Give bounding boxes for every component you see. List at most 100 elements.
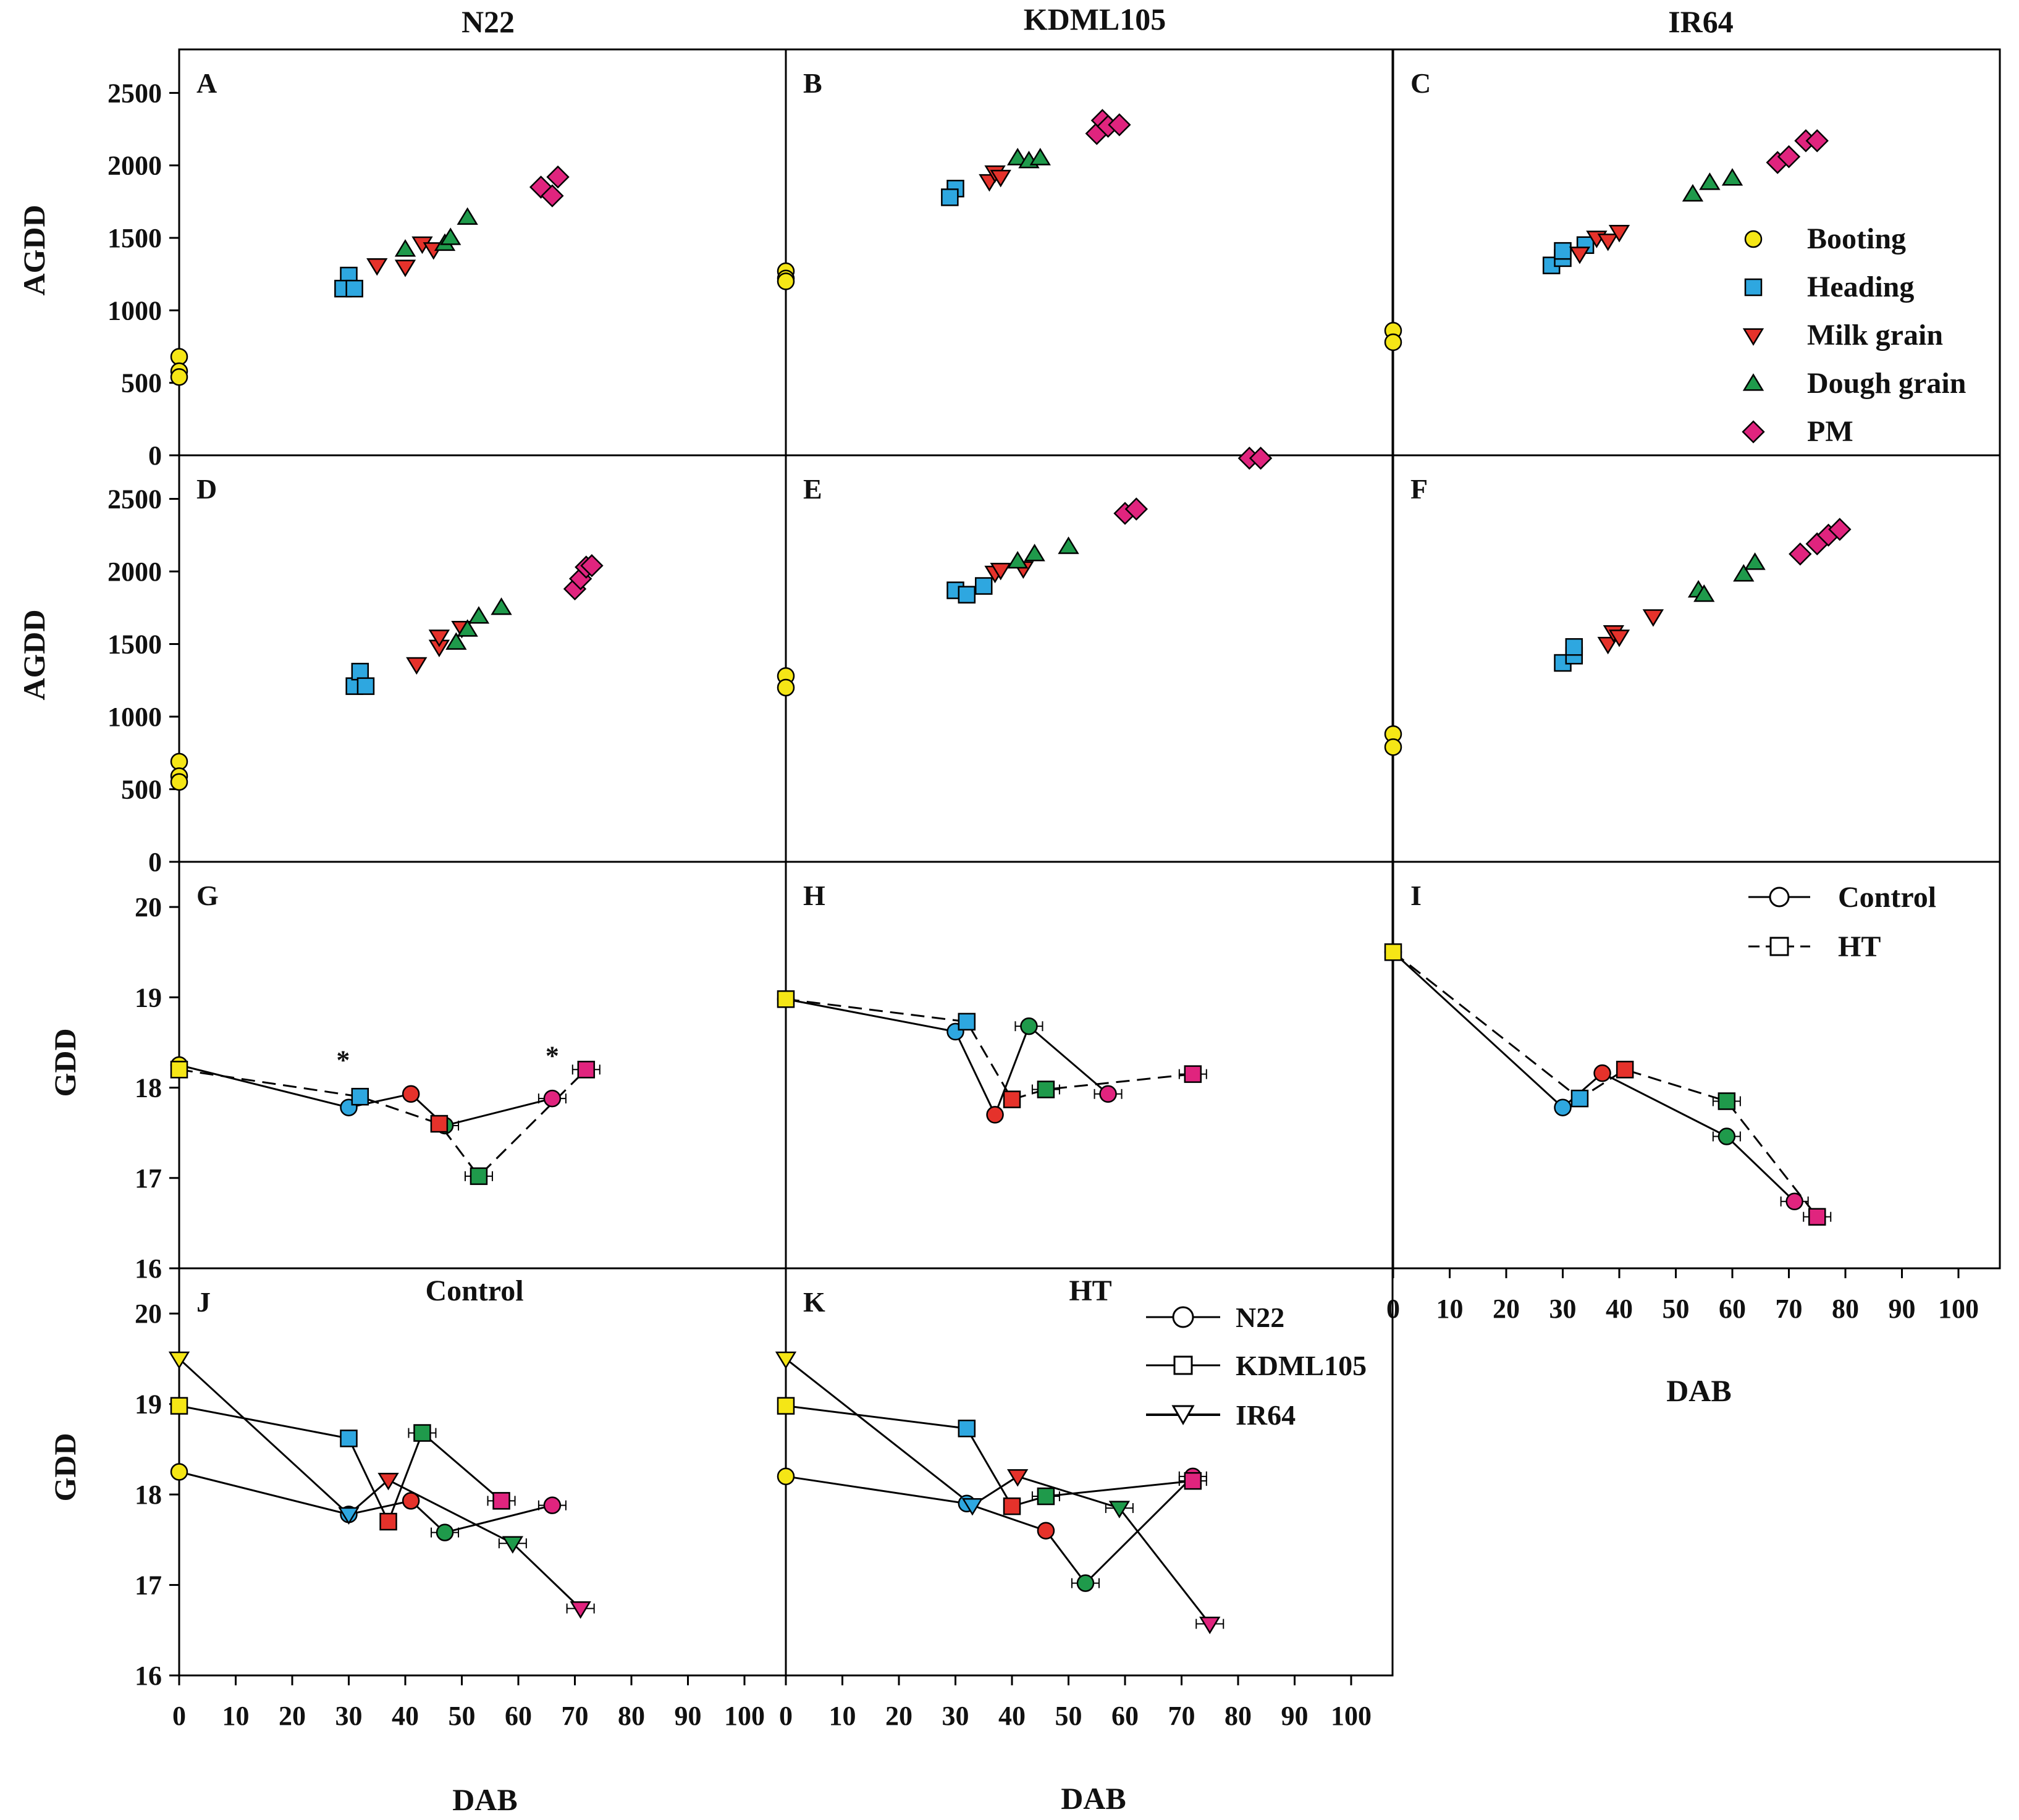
panel-letter: C — [1410, 67, 1431, 99]
point-milk — [1642, 609, 1664, 627]
legend-pm-marker — [1742, 420, 1765, 444]
stage-legend: Booting Heading Milk grain Dough grain P… — [1742, 222, 1966, 448]
point-ht-milk — [1003, 1090, 1021, 1108]
series-line-control — [1392, 951, 1795, 1202]
y-tick-label: 20 — [135, 1299, 162, 1329]
point-ir64-heading — [338, 1507, 360, 1525]
point-pm — [1108, 113, 1131, 137]
point-n22-dough — [436, 1523, 454, 1541]
point-booting — [170, 368, 188, 386]
point-ht-heading — [1570, 1089, 1589, 1108]
point-dough — [1699, 172, 1721, 190]
x-tick-label: 60 — [505, 1701, 532, 1731]
legend-n22-label: N22 — [1236, 1302, 1284, 1333]
legend-ht-label: HT — [1838, 930, 1881, 963]
point-heading — [351, 662, 369, 681]
point-milk — [406, 657, 428, 675]
x-tick-label: 20 — [1493, 1294, 1520, 1324]
point-n22-booting — [170, 1463, 188, 1481]
point-heading — [1565, 638, 1583, 656]
legend-heading-marker — [1744, 278, 1763, 297]
panel-frame — [178, 48, 787, 457]
point-dough — [457, 619, 478, 637]
point-heading — [958, 586, 976, 604]
point-ht-pm — [577, 1061, 596, 1079]
series-line-kdml105 — [785, 1405, 1193, 1507]
point-milk — [394, 259, 416, 277]
point-milk — [1569, 246, 1591, 264]
point-pm — [1249, 447, 1273, 470]
cultivar-legend: N22 KDML105 IR64 — [1146, 1302, 1367, 1431]
point-ht-dough — [1037, 1081, 1055, 1098]
series-line-control — [785, 998, 1109, 1118]
point-n22-milk — [1037, 1522, 1055, 1540]
panel-frame — [785, 861, 1394, 1270]
point-ir64-booting — [775, 1351, 797, 1370]
point-ht-heading — [958, 1013, 976, 1031]
x-tick-label: 0 — [779, 1701, 793, 1731]
point-milk — [990, 563, 1011, 581]
x-tick-label: 100 — [724, 1701, 765, 1731]
legend-kdml105-marker — [1173, 1355, 1193, 1375]
legend-heading-label: Heading — [1807, 271, 1914, 303]
x-tick-label: 10 — [1436, 1294, 1464, 1324]
point-pm — [529, 175, 553, 199]
panel-letter: A — [196, 67, 217, 99]
y-tick-label: 2500 — [107, 484, 162, 515]
y-tick-label: 500 — [121, 368, 162, 398]
y-label-gdd-row4: GDD — [48, 1433, 82, 1501]
x-tick-label: 30 — [1549, 1294, 1577, 1324]
legend-dough-marker — [1742, 373, 1764, 391]
point-heading — [941, 188, 959, 206]
x-tick-label: 70 — [1168, 1701, 1195, 1731]
point-control-pm — [1099, 1085, 1117, 1103]
point-milk — [428, 630, 450, 647]
point-milk — [366, 258, 388, 276]
point-kdml105-dough — [1037, 1487, 1055, 1506]
panel-frame — [1392, 454, 2001, 863]
panel-frame — [178, 454, 787, 863]
point-dough — [1721, 168, 1743, 186]
series-line-kdml105 — [179, 1405, 502, 1524]
x-tick-label: 30 — [942, 1701, 969, 1731]
point-ir64-heading — [961, 1498, 984, 1516]
series-line-ir64 — [178, 1358, 581, 1609]
panel-letter: D — [196, 473, 217, 505]
point-milk — [1597, 234, 1619, 251]
point-dough — [1733, 563, 1755, 582]
x-tick-label: 20 — [279, 1701, 306, 1731]
y-tick-label: 1000 — [107, 295, 162, 326]
point-n22-milk — [402, 1492, 420, 1510]
series-line-ht — [179, 1068, 587, 1178]
point-dough — [1744, 552, 1766, 570]
y-tick-label: 17 — [135, 1570, 162, 1601]
x-tick-label: 90 — [1281, 1701, 1309, 1731]
panel-letter: H — [803, 880, 825, 911]
panel-f: F — [1384, 454, 2001, 863]
y-label-gdd-row3: GDD — [48, 1028, 82, 1097]
panel-h: H — [777, 861, 1394, 1270]
x-tick-label: 80 — [1832, 1294, 1859, 1324]
point-dough — [457, 207, 478, 225]
y-tick-label: 2000 — [107, 557, 162, 587]
panel-title-ht: HT — [1069, 1274, 1111, 1307]
point-kdml105-booting — [777, 1397, 795, 1415]
x-label-i: DAB — [1666, 1373, 1732, 1408]
point-control-milk — [1593, 1064, 1611, 1082]
x-tick-label: 20 — [885, 1701, 913, 1731]
point-booting — [170, 752, 188, 771]
y-tick-label: 16 — [135, 1253, 162, 1284]
y-tick-label: 0 — [148, 440, 162, 471]
point-pm — [1777, 145, 1801, 169]
series-line-ht — [1393, 951, 1818, 1218]
point-booting — [170, 773, 188, 791]
point-dough — [1058, 536, 1079, 554]
point-pm — [1828, 518, 1852, 541]
point-milk — [1597, 636, 1619, 655]
point-dough — [1024, 544, 1045, 562]
panel-frame — [785, 1267, 1394, 1677]
point-ir64-dough — [1108, 1501, 1131, 1519]
point-ht-booting — [777, 990, 795, 1008]
point-booting — [777, 272, 795, 290]
point-dough — [1682, 183, 1704, 202]
